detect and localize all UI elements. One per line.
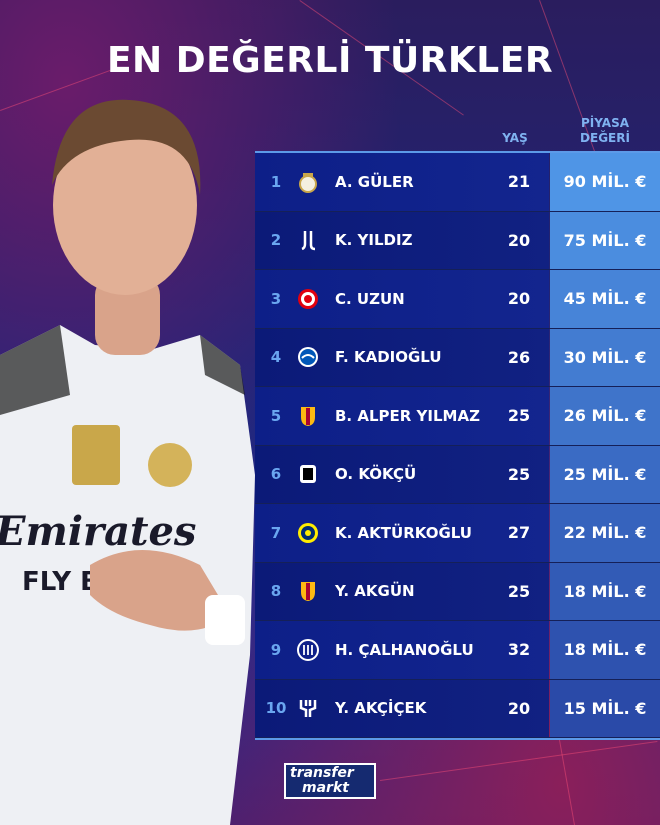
table-row: 2 K. YILDIZ 20 75 MİL. € [255, 211, 660, 270]
table-row: 1 A. GÜLER 21 90 MİL. € [255, 153, 660, 212]
table-row: 8 Y. AKGÜN 25 18 MİL. € [255, 562, 660, 621]
player-age: 20 [507, 289, 531, 309]
transfermarkt-logo: transfer markt [284, 763, 376, 799]
player-age: 25 [507, 464, 531, 484]
row-main: 3 C. UZUN 20 [255, 270, 549, 328]
page-title: EN DEĞERLİ TÜRKLER [106, 40, 554, 81]
rank: 1 [270, 172, 282, 191]
row-main: 8 Y. AKGÜN 25 [255, 562, 549, 620]
rank: 4 [270, 348, 282, 367]
row-main: 6 O. KÖKÇÜ 25 [255, 445, 549, 503]
market-value: 30 MİL. € [550, 328, 660, 386]
rank: 10 [265, 699, 287, 718]
ranking-table: 1 A. GÜLER 21 90 MİL. € 2 K. YILDIZ 20 7… [255, 151, 660, 740]
player-name: F. KADIOĞLU [335, 348, 442, 367]
logo-line2: markt [302, 780, 349, 796]
column-header-age: YAŞ [502, 131, 528, 145]
galatasaray-crest-icon [297, 405, 319, 427]
rank: 8 [270, 582, 282, 601]
player-name: K. AKTÜRKOĞLU [335, 523, 472, 542]
decor-line [380, 741, 658, 781]
galatasaray-crest-icon [297, 580, 319, 602]
market-value: 75 MİL. € [550, 211, 660, 269]
market-value: 18 MİL. € [550, 621, 660, 679]
player-age: 20 [507, 230, 531, 250]
table-row: 5 B. ALPER YILMAZ 25 26 MİL. € [255, 387, 660, 446]
player-name: A. GÜLER [335, 172, 414, 191]
real-madrid-crest-icon [297, 171, 319, 193]
al-hilal-crest-icon [297, 697, 319, 719]
table-row: 10 Y. AKÇİÇEK 20 15 MİL. € [255, 679, 660, 738]
market-value: 90 MİL. € [550, 153, 660, 211]
player-age: 21 [507, 172, 531, 192]
brighton-crest-icon [297, 346, 319, 368]
row-main: 5 B. ALPER YILMAZ 25 [255, 387, 549, 445]
player-name: H. ÇALHANOĞLU [335, 640, 474, 659]
inter-crest-icon [297, 638, 319, 661]
rank: 2 [270, 231, 282, 250]
table-row: 6 O. KÖKÇÜ 25 25 MİL. € [255, 445, 660, 504]
player-age: 20 [507, 698, 531, 718]
player-age: 32 [507, 640, 531, 660]
player-name: Y. AKGÜN [335, 582, 415, 601]
market-value: 15 MİL. € [550, 679, 660, 737]
fenerbahce-crest-icon [297, 522, 319, 544]
player-name: K. YILDIZ [335, 231, 413, 250]
rank: 6 [270, 465, 282, 484]
player-name: Y. AKÇİÇEK [335, 699, 427, 718]
table-row: 3 C. UZUN 20 45 MİL. € [255, 270, 660, 329]
eintracht-frankfurt-crest-icon [297, 288, 319, 310]
rank: 3 [270, 289, 282, 308]
player-age: 26 [507, 347, 531, 367]
row-main: 2 K. YILDIZ 20 [255, 211, 549, 269]
column-header-value-line1: PİYASA [580, 116, 630, 130]
table-row: 4 F. KADIOĞLU 26 30 MİL. € [255, 328, 660, 387]
besiktas-crest-icon [297, 463, 319, 485]
row-main: 7 K. AKTÜRKOĞLU 27 [255, 504, 549, 562]
player-age: 25 [507, 581, 531, 601]
market-value: 45 MİL. € [550, 270, 660, 328]
market-value: 26 MİL. € [550, 387, 660, 445]
row-main: 4 F. KADIOĞLU 26 [255, 328, 549, 386]
player-name: B. ALPER YILMAZ [335, 406, 480, 425]
player-age: 25 [507, 406, 531, 426]
row-main: 1 A. GÜLER 21 [255, 153, 549, 211]
logo-line1: transfer [290, 765, 354, 781]
market-value: 25 MİL. € [550, 445, 660, 503]
market-value: 22 MİL. € [550, 504, 660, 562]
player-photo: Emirates FLY BE [0, 99, 255, 825]
rank: 5 [270, 406, 282, 425]
player-name: O. KÖKÇÜ [335, 465, 417, 484]
column-header-value: PİYASA DEĞERİ [560, 116, 650, 146]
market-value: 18 MİL. € [550, 562, 660, 620]
player-name: C. UZUN [335, 289, 405, 308]
svg-text:Emirates: Emirates [0, 508, 196, 555]
row-main: 10 Y. AKÇİÇEK 20 [255, 679, 549, 737]
table-row: 9 H. ÇALHANOĞLU 32 18 MİL. € [255, 621, 660, 680]
juventus-crest-icon [297, 229, 319, 251]
column-header-value-line2: DEĞERİ [580, 131, 630, 145]
player-age: 27 [507, 523, 531, 543]
table-row: 7 K. AKTÜRKOĞLU 27 22 MİL. € [255, 504, 660, 563]
row-main: 9 H. ÇALHANOĞLU 32 [255, 621, 549, 679]
rank: 7 [270, 523, 282, 542]
rank: 9 [270, 640, 282, 659]
